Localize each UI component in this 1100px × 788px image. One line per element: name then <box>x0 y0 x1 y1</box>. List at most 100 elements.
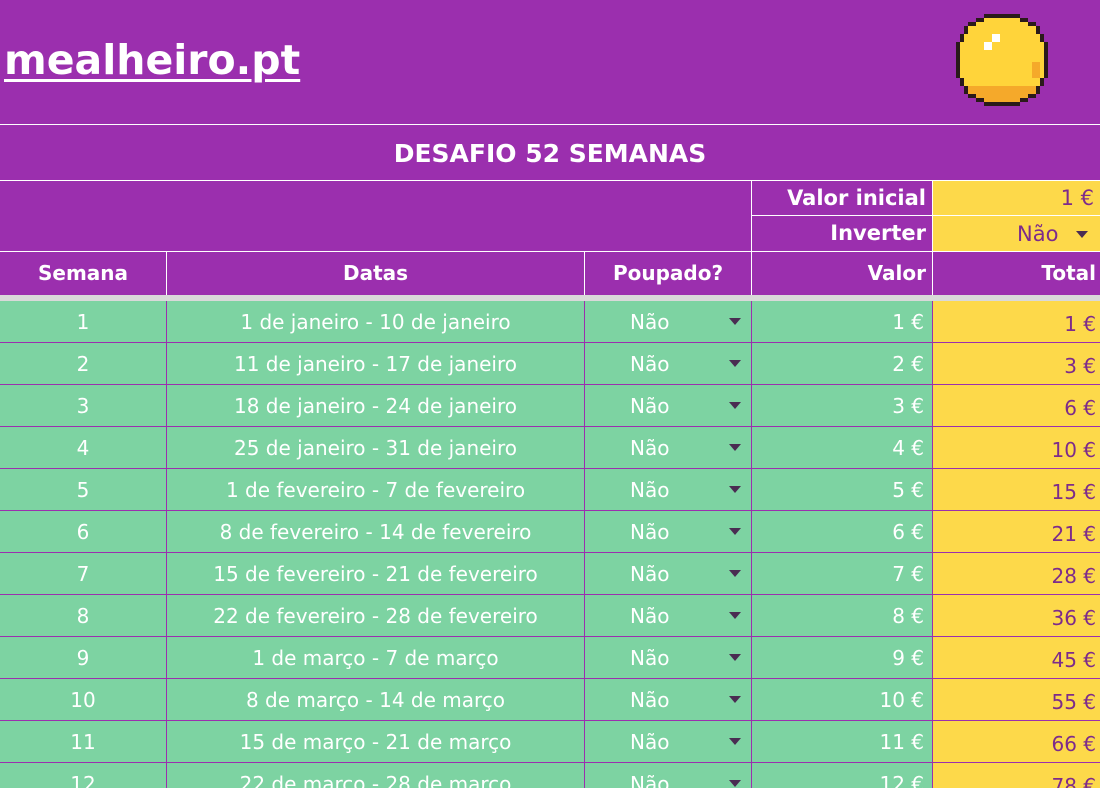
chevron-down-icon <box>729 696 741 703</box>
poupado-dropdown[interactable]: Não <box>585 679 751 720</box>
divider <box>166 252 167 295</box>
poupado-dropdown[interactable]: Não <box>585 343 751 384</box>
cell-total: 55 € <box>933 679 1100 720</box>
cell-total: 1 € <box>933 301 1100 342</box>
table-row: 3 18 de janeiro - 24 de janeiro Não 3 €6 € <box>0 385 1100 427</box>
divider <box>751 252 752 295</box>
table-row: 2 11 de janeiro - 17 de janeiro Não 2 €3 € <box>0 343 1100 385</box>
cell-total: 10 € <box>933 427 1100 468</box>
divider <box>751 180 752 252</box>
table-row: 7 15 de fevereiro - 21 de fevereiro Não 7 €… <box>0 553 1100 595</box>
poupado-dropdown[interactable]: Não <box>585 721 751 762</box>
poupado-value: Não <box>630 645 670 670</box>
inverter-dropdown[interactable]: Não <box>933 216 1100 251</box>
cell-semana: 1 <box>0 301 166 342</box>
cell-valor: 5 € <box>752 469 932 510</box>
poupado-dropdown[interactable]: Não <box>585 385 751 426</box>
cell-semana: 11 <box>0 721 166 762</box>
cell-datas: 18 de janeiro - 24 de janeiro <box>167 385 584 426</box>
chevron-down-icon <box>729 486 741 493</box>
poupado-value: Não <box>630 687 670 712</box>
cell-semana: 9 <box>0 637 166 678</box>
cell-semana: 8 <box>0 595 166 636</box>
divider <box>584 252 585 295</box>
poupado-value: Não <box>630 603 670 628</box>
poupado-value: Não <box>630 771 670 788</box>
cell-semana: 5 <box>0 469 166 510</box>
poupado-dropdown[interactable]: Não <box>585 301 751 342</box>
chevron-down-icon <box>729 528 741 535</box>
poupado-value: Não <box>630 561 670 586</box>
col-header-total: Total <box>1041 261 1096 285</box>
cell-datas: 8 de março - 14 de março <box>167 679 584 720</box>
cell-datas: 15 de março - 21 de março <box>167 721 584 762</box>
cell-semana: 4 <box>0 427 166 468</box>
table-row: 10 8 de março - 14 de março Não 10 €55 € <box>0 679 1100 721</box>
poupado-value: Não <box>630 519 670 544</box>
cell-semana: 12 <box>0 763 166 788</box>
divider <box>0 180 1100 181</box>
divider <box>932 252 933 295</box>
divider <box>0 251 1100 252</box>
chevron-down-icon <box>729 570 741 577</box>
poupado-dropdown[interactable]: Não <box>585 637 751 678</box>
cell-total: 6 € <box>933 385 1100 426</box>
table-row: 8 22 de fevereiro - 28 de fevereiro Não 8 €… <box>0 595 1100 637</box>
cell-valor: 2 € <box>752 343 932 384</box>
site-logo-link[interactable]: mealheiro.pt <box>4 36 301 84</box>
poupado-dropdown[interactable]: Não <box>585 511 751 552</box>
cell-valor: 6 € <box>752 511 932 552</box>
site-header: mealheiro.pt <box>0 0 1100 124</box>
table-row: 11 15 de março - 21 de março Não 11 €66 € <box>0 721 1100 763</box>
cell-semana: 7 <box>0 553 166 594</box>
chevron-down-icon <box>729 738 741 745</box>
cell-total: 28 € <box>933 553 1100 594</box>
poupado-dropdown[interactable]: Não <box>585 553 751 594</box>
poupado-value: Não <box>630 393 670 418</box>
page-title: DESAFIO 52 SEMANAS <box>393 138 707 168</box>
divider <box>752 215 1100 216</box>
divider <box>0 124 1100 125</box>
cell-total: 78 € <box>933 763 1100 788</box>
poupado-dropdown[interactable]: Não <box>585 595 751 636</box>
header-separator <box>0 295 1100 301</box>
cell-datas: 11 de janeiro - 17 de janeiro <box>167 343 584 384</box>
col-header-datas: Datas <box>342 261 409 285</box>
cell-total: 15 € <box>933 469 1100 510</box>
cell-total: 36 € <box>933 595 1100 636</box>
cell-valor: 9 € <box>752 637 932 678</box>
poupado-dropdown[interactable]: Não <box>585 427 751 468</box>
cell-total: 45 € <box>933 637 1100 678</box>
cell-datas: 15 de fevereiro - 21 de fevereiro <box>167 553 584 594</box>
cell-total: 21 € <box>933 511 1100 552</box>
inverter-label: Inverter <box>830 221 926 245</box>
cell-valor: 4 € <box>752 427 932 468</box>
chevron-down-icon <box>729 402 741 409</box>
table-row: 12 22 de março - 28 de março Não 12 €78 € <box>0 763 1100 788</box>
cell-valor: 3 € <box>752 385 932 426</box>
cell-valor: 8 € <box>752 595 932 636</box>
poupado-dropdown[interactable]: Não <box>585 469 751 510</box>
cell-datas: 1 de janeiro - 10 de janeiro <box>167 301 584 342</box>
col-header-valor: Valor <box>867 261 926 285</box>
cell-semana: 2 <box>0 343 166 384</box>
chevron-down-icon <box>729 318 741 325</box>
valor-inicial-input[interactable]: 1 € <box>933 181 1100 215</box>
poupado-dropdown[interactable]: Não <box>585 763 751 788</box>
chevron-down-icon <box>729 654 741 661</box>
cell-datas: 1 de fevereiro - 7 de fevereiro <box>167 469 584 510</box>
cell-valor: 7 € <box>752 553 932 594</box>
cell-total: 3 € <box>933 343 1100 384</box>
cell-valor: 1 € <box>752 301 932 342</box>
cell-datas: 22 de fevereiro - 28 de fevereiro <box>167 595 584 636</box>
poupado-value: Não <box>630 309 670 334</box>
col-header-semana: Semana <box>37 261 129 285</box>
valor-inicial-label: Valor inicial <box>787 186 926 210</box>
cell-datas: 1 de março - 7 de março <box>167 637 584 678</box>
table-row: 4 25 de janeiro - 31 de janeiro Não 4 €10 € <box>0 427 1100 469</box>
